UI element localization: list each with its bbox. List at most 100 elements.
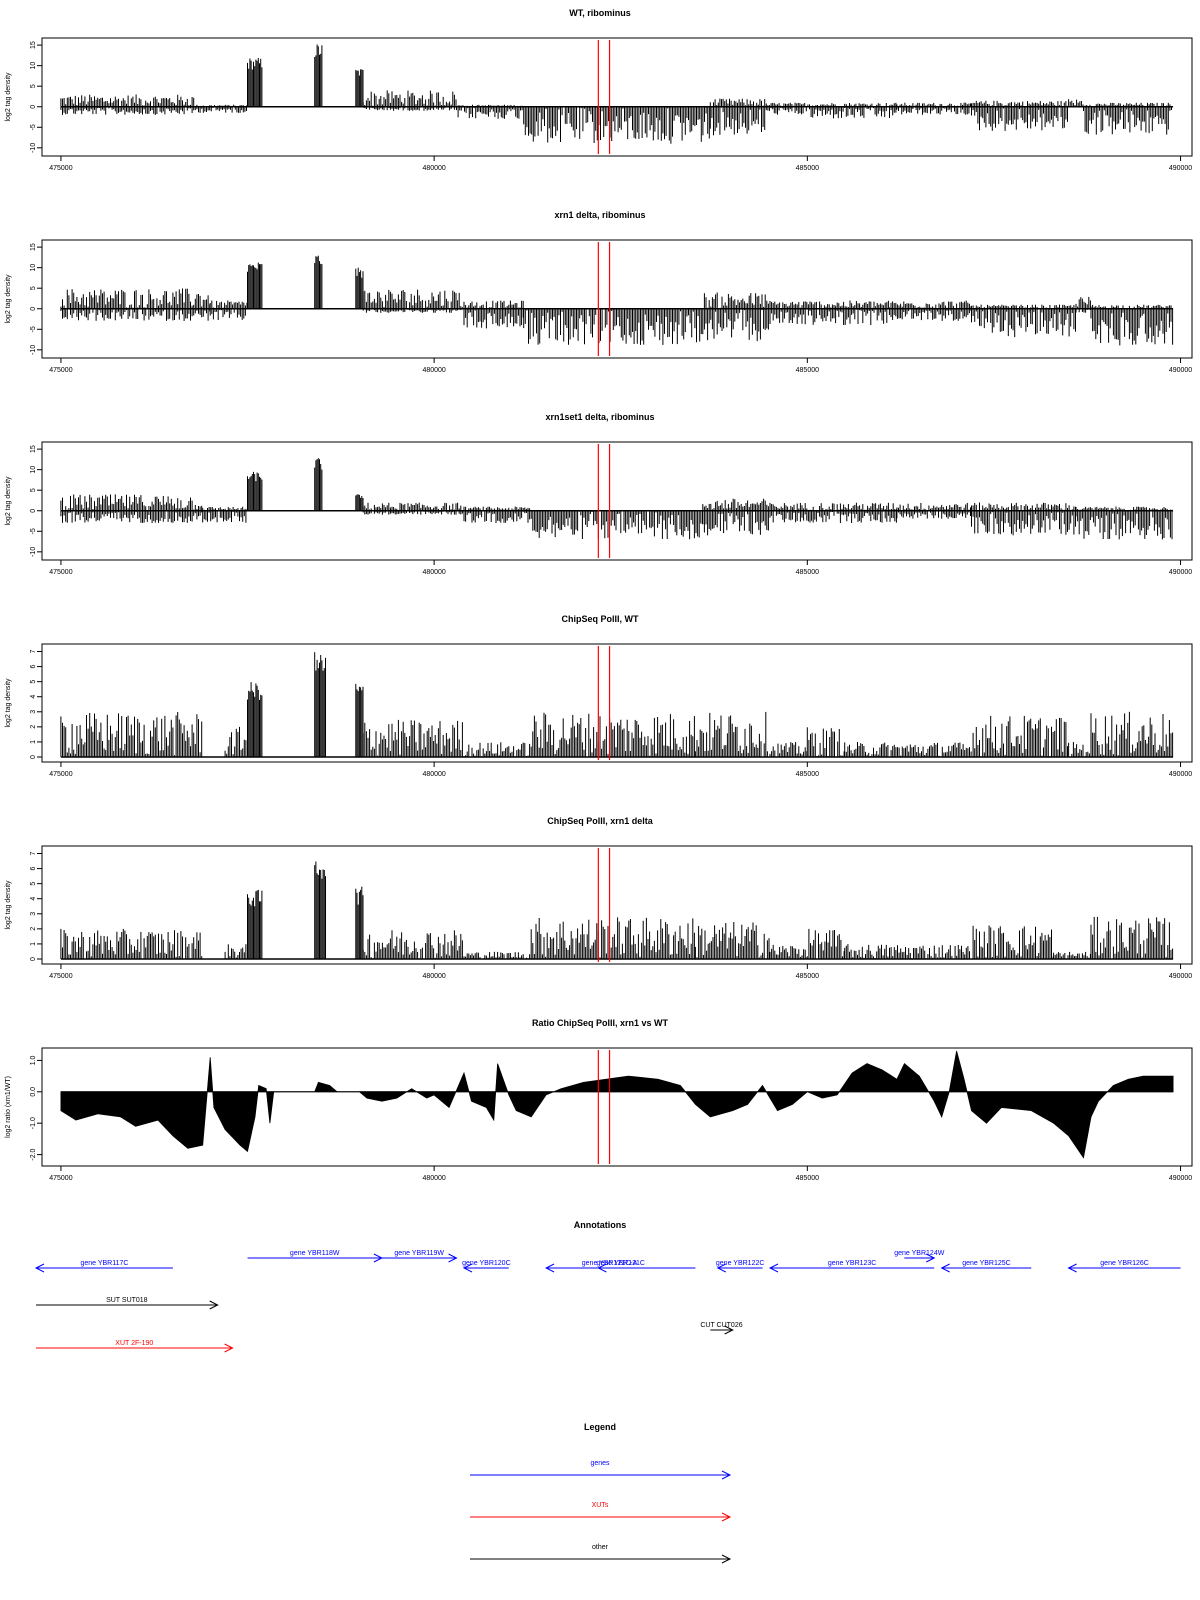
- arrow-head: [940, 1263, 950, 1273]
- plot-frame: [41, 1047, 1193, 1167]
- y-tick-label: 15: [30, 243, 37, 251]
- y-tick-label: 1.0: [30, 1055, 37, 1065]
- y-tick-label: 0: [30, 755, 37, 759]
- panel-ratio: Ratio ChipSeq PolII, xrn1 vs WT -2.0 -1.0…: [0, 1018, 1200, 1198]
- annotation-label: CUT CUT026: [700, 1322, 742, 1329]
- x-tick-label: 485000: [796, 569, 819, 576]
- x-tick-label: 475000: [49, 367, 72, 374]
- y-tick-label: 5: [30, 882, 37, 886]
- x-tick-label: 490000: [1169, 973, 1192, 980]
- y-tick-label: 0: [30, 307, 37, 311]
- annotation-label: gene YBR117C: [80, 1260, 128, 1267]
- y-tick-label: 0: [30, 105, 37, 109]
- plot-frame: [41, 643, 1193, 763]
- arrow-head: [209, 1300, 219, 1310]
- x-tick-label: 490000: [1169, 367, 1192, 374]
- x-tick-label: 485000: [796, 1175, 819, 1182]
- chart-xrn1-ribominus: -10 -5 0 5 10 15 log2 tag density 475000 480000 4…: [5, 239, 1193, 374]
- arrow-head: [544, 1263, 555, 1273]
- chart-ratio: -2.0 -1.0 0.0 1.0 log2 ratio (xrn1/WT) 475000…: [5, 1047, 1193, 1182]
- y-tick-label: 10: [30, 62, 37, 70]
- panel-title: ChipSeq PolII, WT: [561, 614, 639, 624]
- y-axis-label: log2 tag density: [5, 72, 12, 122]
- annotations-title: Annotations: [573, 1220, 627, 1230]
- y-tick-label: -10: [30, 547, 37, 557]
- y-axis-label: log2 ratio (xrn1/WT): [5, 1076, 12, 1138]
- chart-chipseq-xrn1: 0 1 2 3 4 5 6 7 log2 tag density 475000 480000 4850…: [5, 845, 1193, 980]
- annotation-label: gene YBR126C: [1100, 1260, 1149, 1267]
- series-bars: [60, 44, 1172, 144]
- annotation-label: gene YBR119W: [394, 1250, 444, 1257]
- x-tick-label: 480000: [422, 165, 445, 172]
- y-tick-label: 0.0: [30, 1087, 37, 1097]
- y-tick-label: 1: [30, 740, 37, 744]
- series-bars: [60, 255, 1174, 346]
- x-tick-label: 475000: [49, 569, 72, 576]
- panel-title: xrn1set1 delta, ribominus: [545, 412, 655, 422]
- x-tick-label: 485000: [796, 973, 819, 980]
- y-tick-label: 5: [30, 488, 37, 492]
- y-axis-label: log2 tag density: [5, 274, 12, 324]
- y-axis-label: log2 tag density: [5, 678, 12, 728]
- y-tick-label: 2: [30, 725, 37, 729]
- series-bars: [60, 458, 1173, 540]
- x-tick-label: 480000: [422, 973, 445, 980]
- chart-wt-ribominus: -10 -5 0 5 10 15 log2 tag density 475000 480000 4…: [5, 37, 1193, 172]
- chart-xrn1set1-ribominus: -10 -5 0 5 10 15 log2 tag density 475000 480000 4…: [5, 441, 1193, 576]
- annotations-track: gene YBR117C gene YBR118W gene YBR119W gene…: [34, 1250, 1181, 1353]
- panel-title: WT, ribominus: [569, 8, 631, 18]
- x-tick-label: 480000: [422, 771, 445, 778]
- panel-xrn1-ribominus: xrn1 delta, ribominus -10 -5 0 5 10 15 log2 ta…: [0, 210, 1200, 390]
- y-tick-label: 15: [30, 41, 37, 49]
- panel-title: xrn1 delta, ribominus: [554, 210, 646, 220]
- annotation-label: gene YBR122C: [716, 1260, 765, 1267]
- y-tick-label: 2: [30, 927, 37, 931]
- arrow-head: [462, 1263, 473, 1273]
- panel-wt-ribominus: WT, ribominus -10 -5 0 5 10 15 log2 tag densit…: [0, 8, 1200, 188]
- y-tick-label: 6: [30, 867, 37, 871]
- plot-frame: [41, 37, 1193, 157]
- panel-xrn1set1-ribominus: xrn1set1 delta, ribominus -10 -5 0 5 10 15 log…: [0, 412, 1200, 592]
- plot-frame: [41, 239, 1193, 359]
- y-tick-label: -10: [30, 143, 37, 153]
- arrow-head: [373, 1253, 384, 1263]
- arrow-head: [1067, 1263, 1077, 1273]
- y-tick-label: 5: [30, 84, 37, 88]
- y-tick-label: -5: [30, 124, 37, 130]
- y-tick-label: 4: [30, 695, 37, 699]
- x-tick-label: 480000: [422, 1175, 445, 1182]
- series-bars: [60, 652, 1174, 757]
- arrow-head: [597, 1263, 607, 1273]
- x-tick-label: 490000: [1169, 165, 1192, 172]
- panel-chipseq-wt: ChipSeq PolII, WT 0 1 2 3 4 5 6 7 log2 tag densi…: [0, 614, 1200, 794]
- x-tick-label: 485000: [796, 367, 819, 374]
- y-tick-label: 7: [30, 649, 37, 653]
- arrow-head: [716, 1263, 726, 1273]
- annotation-label: gene YBR121C: [596, 1260, 645, 1267]
- chart-chipseq-wt: 0 1 2 3 4 5 6 7 log2 tag density 475000 480000 4850…: [5, 643, 1193, 778]
- panel-chipseq-xrn1: ChipSeq PolII, xrn1 delta 0 1 2 3 4 5 6 7 log2 t…: [0, 816, 1200, 996]
- panel-title: Ratio ChipSeq PolII, xrn1 vs WT: [531, 1018, 669, 1028]
- plot-frame: [41, 845, 1193, 965]
- y-axis-label: log2 tag density: [5, 880, 12, 930]
- y-tick-label: 1: [30, 942, 37, 946]
- x-tick-label: 485000: [796, 165, 819, 172]
- annotation-label: gene YBR120C: [462, 1260, 511, 1267]
- plot-frame: [41, 441, 1193, 561]
- arrow-head: [448, 1253, 458, 1263]
- annotation-label: gene YBR118W: [290, 1250, 340, 1257]
- x-tick-label: 475000: [49, 771, 72, 778]
- x-tick-label: 490000: [1169, 771, 1192, 778]
- y-tick-label: 6: [30, 665, 37, 669]
- y-tick-label: -5: [30, 326, 37, 332]
- annotation-label: gene YBR125C: [962, 1260, 1011, 1267]
- y-tick-label: 7: [30, 851, 37, 855]
- x-tick-label: 475000: [49, 973, 72, 980]
- ratio-area: [60, 1050, 1174, 1159]
- x-tick-label: 490000: [1169, 1175, 1192, 1182]
- y-tick-label: 3: [30, 710, 37, 714]
- x-tick-label: 480000: [422, 367, 445, 374]
- x-tick-label: 480000: [422, 569, 445, 576]
- y-tick-label: 5: [30, 680, 37, 684]
- y-tick-label: 10: [30, 264, 37, 272]
